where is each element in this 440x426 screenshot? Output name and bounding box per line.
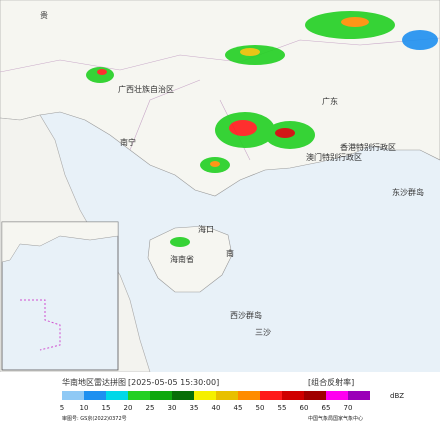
legend-label: 55 [278,404,287,412]
legend-swatch [62,391,84,400]
place-label: 贵 [40,10,48,20]
legend-swatch [172,391,194,400]
place-label: 南 [226,248,234,258]
radar-echoes [86,11,438,247]
place-label: 澳门特别行政区 [306,152,362,162]
product-name: [组合反射率] [308,377,354,387]
legend-label: 45 [234,404,243,412]
legend-swatch [106,391,128,400]
legend-swatch [216,391,238,400]
legend-swatch [238,391,260,400]
place-label: 三沙 [255,328,271,337]
legend-swatch [128,391,150,400]
legend-swatch [260,391,282,400]
inset-map [1,221,119,371]
legend-label: 65 [322,404,331,412]
place-label: 广西壮族自治区 [118,84,174,94]
place-label: 海南省 [170,254,194,264]
hainan-island [147,225,233,293]
map-time: [2025-05-05 15:30:00] [128,378,219,387]
mainland [0,0,440,197]
legend-swatch [150,391,172,400]
legend-unit: dBZ [390,392,404,400]
legend-label: 25 [146,404,155,412]
legend-swatch [194,391,216,400]
footer-left: 审图号: GS京(2022)0372号 [62,415,127,422]
legend-swatch [304,391,326,400]
legend-label: 30 [168,404,177,412]
legend-label: 40 [212,404,221,412]
legend-label: 50 [256,404,265,412]
place-label: 广东 [322,96,338,106]
map-title: 华南地区雷达拼图 [62,377,126,387]
place-label: 香港特别行政区 [340,142,396,152]
legend-label: 70 [344,404,353,412]
legend-label: 15 [102,404,111,412]
place-label: 南宁 [120,137,136,147]
legend-label: 35 [190,404,199,412]
legend-swatch [326,391,348,400]
legend-swatch [348,391,370,400]
footer-right: 中国气象局国家气象中心 [308,415,363,422]
legend-label: 20 [124,404,133,412]
legend-swatch [282,391,304,400]
place-label: 海口 [198,224,214,234]
place-label: 西沙群岛 [230,310,262,320]
legend-swatch [84,391,106,400]
legend-label: 60 [300,404,309,412]
place-label: 东沙群岛 [392,187,424,197]
legend-label: 10 [80,404,89,412]
legend-label: 5 [60,404,64,412]
